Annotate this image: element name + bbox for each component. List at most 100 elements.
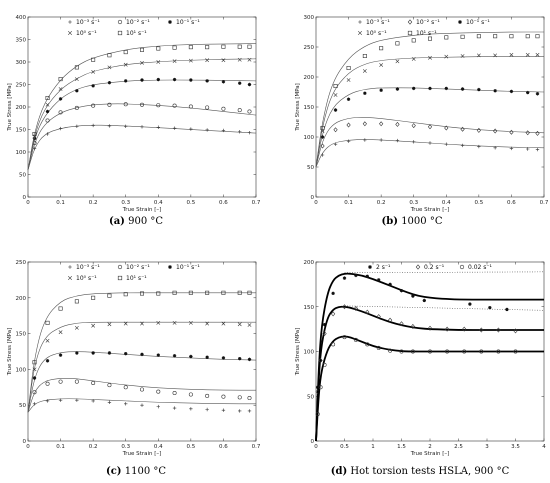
data-point-3 (75, 351, 79, 355)
legend-marker-4 (67, 275, 73, 281)
data-point-1 (412, 140, 416, 144)
y-tick-label: 100 (304, 135, 315, 141)
y-axis-label: True Stress [MPa] (295, 328, 301, 377)
legend-marker-4 (67, 30, 73, 36)
legend-marker-2 (117, 19, 123, 25)
data-point-2 (362, 121, 367, 127)
fit-curve-3 (27, 351, 257, 413)
y-tick-label: 250 (16, 260, 27, 266)
y-tick-label: 0 (23, 195, 27, 201)
data-point-5 (247, 44, 252, 49)
data-point-1 (221, 408, 226, 412)
data-point-5 (172, 290, 177, 295)
data-point-2 (460, 126, 465, 132)
data-point-3 (140, 352, 144, 357)
data-point-3 (247, 357, 252, 362)
data-point-5 (156, 46, 161, 51)
x-tick-label: 0 (314, 200, 318, 206)
legend-label-4: 10⁰ s⁻¹ (76, 275, 97, 282)
data-point-4 (172, 59, 177, 64)
data-point-1 (488, 305, 492, 310)
data-point-4 (535, 52, 540, 57)
data-point-1 (58, 126, 63, 131)
y-tick-label: 100 (304, 350, 315, 356)
y-tick-label: 300 (16, 60, 27, 66)
data-point-2 (205, 393, 210, 398)
data-point-4 (107, 322, 112, 327)
data-point-1 (526, 147, 530, 151)
data-point-1 (45, 399, 50, 403)
data-point-1 (107, 124, 112, 128)
data-point-5 (535, 34, 540, 39)
fit-curve-2 (315, 305, 544, 442)
data-point-2 (346, 122, 351, 128)
chart-panel-d: 0 0.5 1 1.5 2 2.5 3 3.5 4 0 50 100 150 200 True Strain… (295, 260, 546, 457)
legend-marker-3 (168, 265, 172, 269)
x-tick-label: 0.3 (409, 200, 418, 206)
x-tick-label: 0.5 (186, 444, 195, 450)
data-point-4 (221, 321, 226, 326)
data-point-4 (362, 69, 367, 73)
data-point-1 (399, 288, 404, 293)
data-point-5 (205, 290, 210, 295)
data-point-3 (315, 412, 320, 417)
data-point-5 (346, 66, 351, 71)
data-point-1 (189, 127, 193, 131)
data-point-3 (124, 79, 128, 83)
data-point-4 (32, 134, 37, 139)
data-point-3 (140, 78, 144, 82)
data-point-1 (124, 124, 128, 129)
data-point-2 (32, 390, 37, 395)
data-point-5 (411, 38, 416, 43)
x-tick-label: 3.5 (511, 444, 520, 450)
data-point-5 (320, 126, 325, 131)
data-point-3 (91, 84, 95, 88)
y-tick-label: 100 (16, 367, 27, 373)
legend-label-5: 10¹ s⁻¹ (126, 275, 147, 282)
data-point-3 (156, 353, 160, 357)
data-point-5 (91, 57, 96, 62)
legend-label-1: 10⁻³ s⁻¹ (76, 264, 100, 271)
data-point-1 (535, 147, 540, 152)
legend-label-1: 10⁻³ s⁻¹ (366, 19, 390, 26)
x-tick-label: 0.2 (89, 200, 98, 206)
data-point-4 (205, 321, 210, 326)
y-tick-label: 0 (23, 439, 27, 445)
data-point-4 (74, 77, 79, 82)
data-point-1 (172, 126, 177, 130)
fit-curve-4 (27, 58, 257, 171)
data-point-2 (333, 127, 338, 133)
data-point-3 (247, 82, 252, 87)
y-tick-label: 400 (16, 15, 27, 21)
fit-curve-3 (315, 87, 545, 168)
data-point-2 (509, 129, 514, 135)
x-tick-label: 0.4 (442, 200, 451, 206)
y-tick-label: 150 (304, 105, 315, 111)
data-point-1 (509, 146, 514, 151)
data-point-3 (342, 335, 347, 340)
data-point-3 (238, 81, 242, 85)
data-point-1 (238, 130, 242, 134)
data-point-5 (188, 290, 193, 295)
legend-label-4: 10⁰ s⁻¹ (366, 30, 387, 37)
data-point-2 (140, 387, 145, 392)
data-point-1 (140, 125, 144, 129)
caption-b: (b) 1000 °C (382, 216, 443, 227)
data-point-4 (123, 62, 128, 67)
data-point-1 (342, 276, 347, 280)
x-tick-label: 0.5 (474, 200, 483, 206)
data-point-2 (513, 328, 518, 334)
data-point-2 (247, 109, 252, 114)
x-axis-label: True Strain [–] (122, 207, 162, 213)
data-point-3 (45, 359, 50, 363)
data-point-2 (188, 392, 193, 397)
data-point-5 (91, 295, 96, 300)
data-point-4 (379, 63, 384, 67)
data-point-1 (189, 407, 193, 411)
data-point-4 (58, 87, 63, 91)
data-point-4 (91, 323, 96, 328)
data-point-1 (363, 138, 367, 142)
x-tick-label: 0.5 (340, 444, 349, 450)
data-point-1 (365, 274, 369, 279)
data-point-3 (333, 108, 338, 112)
